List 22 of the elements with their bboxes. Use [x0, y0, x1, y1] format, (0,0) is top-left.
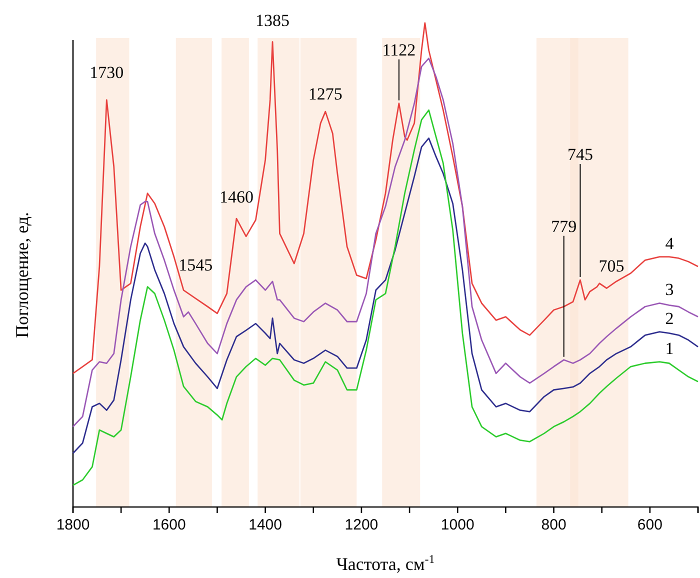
annotation: 1545 — [178, 255, 213, 274]
x-tick-label: 600 — [637, 516, 662, 534]
annotation: 1460 — [219, 188, 254, 207]
annotation: 1122 — [382, 40, 416, 60]
series-label: 1 — [665, 338, 674, 358]
x-tick-label: 1800 — [56, 516, 90, 534]
x-tick-label: 800 — [541, 516, 566, 534]
series-label: 3 — [665, 280, 674, 300]
annotation: 705 — [598, 256, 624, 276]
x-axis-title: Частота, см$^{-1}$ — [336, 552, 435, 574]
annotation: 1385 — [256, 10, 290, 30]
annotation: 1275 — [308, 84, 342, 104]
x-tick-label: 1600 — [152, 516, 186, 534]
annotation: 745 — [567, 145, 593, 164]
series-label: 2 — [665, 308, 674, 328]
x-tick-label: 1400 — [248, 516, 282, 534]
annotation: 779 — [551, 216, 577, 236]
annotation: 1730 — [90, 62, 124, 82]
series-label: 4 — [665, 234, 674, 253]
y-axis-title: Поглощение, ед. — [12, 212, 32, 338]
x-tick-label: 1000 — [440, 516, 474, 534]
x-tick-label: 1200 — [344, 516, 378, 534]
